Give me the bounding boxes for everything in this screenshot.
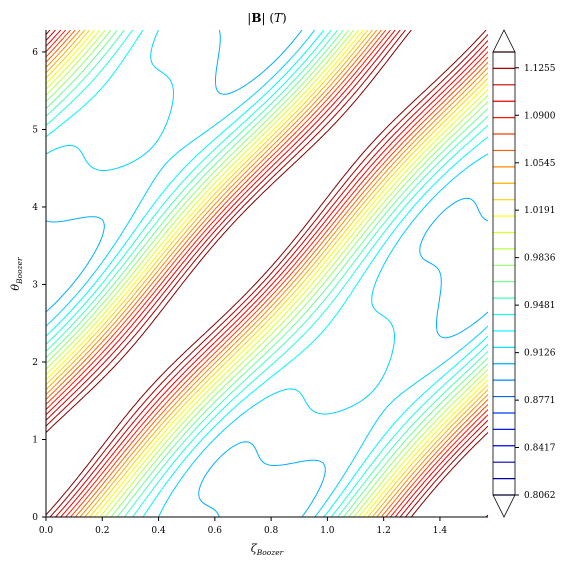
x-tick-label: 0.2	[95, 526, 109, 536]
colorbar-tick-label: 0.9836	[524, 254, 556, 264]
colorbar-tick-label: 0.9481	[524, 301, 556, 311]
contour-level-20	[46, 30, 488, 517]
colorbar: 0.8062 0.8417 0.8771 0.9126 0.9481 0.9836 1.01…	[492, 29, 556, 518]
y-tick-label: 1	[32, 435, 38, 445]
colorbar-frame	[492, 51, 516, 496]
contour-level-16	[46, 30, 488, 517]
x-axis-label: ζBoozer	[251, 542, 284, 557]
colorbar-tick-label: 1.1255	[524, 64, 556, 74]
colorbar-tick-label: 1.0900	[524, 111, 556, 121]
contour-level-27	[46, 30, 488, 517]
x-tick-label: 0.0	[39, 526, 54, 536]
y-tick-label: 2	[32, 358, 38, 368]
y-tick-label: 0	[32, 513, 38, 523]
contour-level-19	[46, 30, 488, 517]
x-tick-label: 0.8	[264, 526, 279, 536]
plot-axes	[45, 30, 488, 518]
contour-level-17	[46, 30, 488, 517]
contour-level-24	[46, 30, 488, 517]
contour-level-18	[46, 30, 488, 517]
contour-level-22	[46, 30, 488, 517]
y-axis-label: θBoozer	[9, 257, 24, 291]
contour-level-11	[46, 30, 488, 517]
x-tick-label: 0.6	[208, 526, 223, 536]
colorbar-tick-label: 1.0191	[524, 206, 556, 216]
y-tick-label: 5	[32, 125, 38, 135]
contour-level-25	[46, 30, 488, 517]
contour-level-23	[46, 30, 488, 517]
contour-level-12	[46, 30, 488, 517]
contour-level-9	[46, 30, 488, 517]
colorbar-extend-top	[492, 29, 516, 53]
contour-level-15	[46, 30, 488, 517]
y-ticks: 0 1 2 3 4 5 6	[32, 48, 46, 523]
colorbar-extend-bottom	[492, 494, 516, 518]
contour-level-21	[46, 30, 488, 517]
contour-level-10	[46, 30, 488, 517]
contour-level-26	[46, 30, 488, 517]
y-tick-label: 4	[32, 203, 38, 213]
contour-lines	[46, 30, 488, 517]
colorbar-tick-label: 0.8771	[524, 396, 556, 406]
colorbar-tick-label: 0.8062	[524, 491, 556, 501]
colorbar-tick-label: 1.0545	[524, 159, 556, 169]
contour-level-13	[46, 30, 488, 517]
chart-title: |B| (T)	[247, 11, 286, 25]
x-tick-label: 1.0	[320, 526, 335, 536]
colorbar-tick-label: 0.8417	[524, 444, 556, 454]
x-tick-label: 0.4	[151, 526, 166, 536]
colorbar-tick-label: 0.9126	[524, 349, 556, 359]
y-tick-label: 6	[32, 48, 38, 58]
x-tick-label: 1.2	[376, 526, 390, 536]
y-tick-label: 3	[32, 280, 38, 290]
x-ticks: 0.0 0.2 0.4 0.6 0.8 1.0 1.2 1.4	[39, 517, 448, 536]
contour-level-14	[46, 30, 488, 517]
contour-level-28	[46, 30, 488, 517]
x-tick-label: 1.4	[433, 526, 448, 536]
